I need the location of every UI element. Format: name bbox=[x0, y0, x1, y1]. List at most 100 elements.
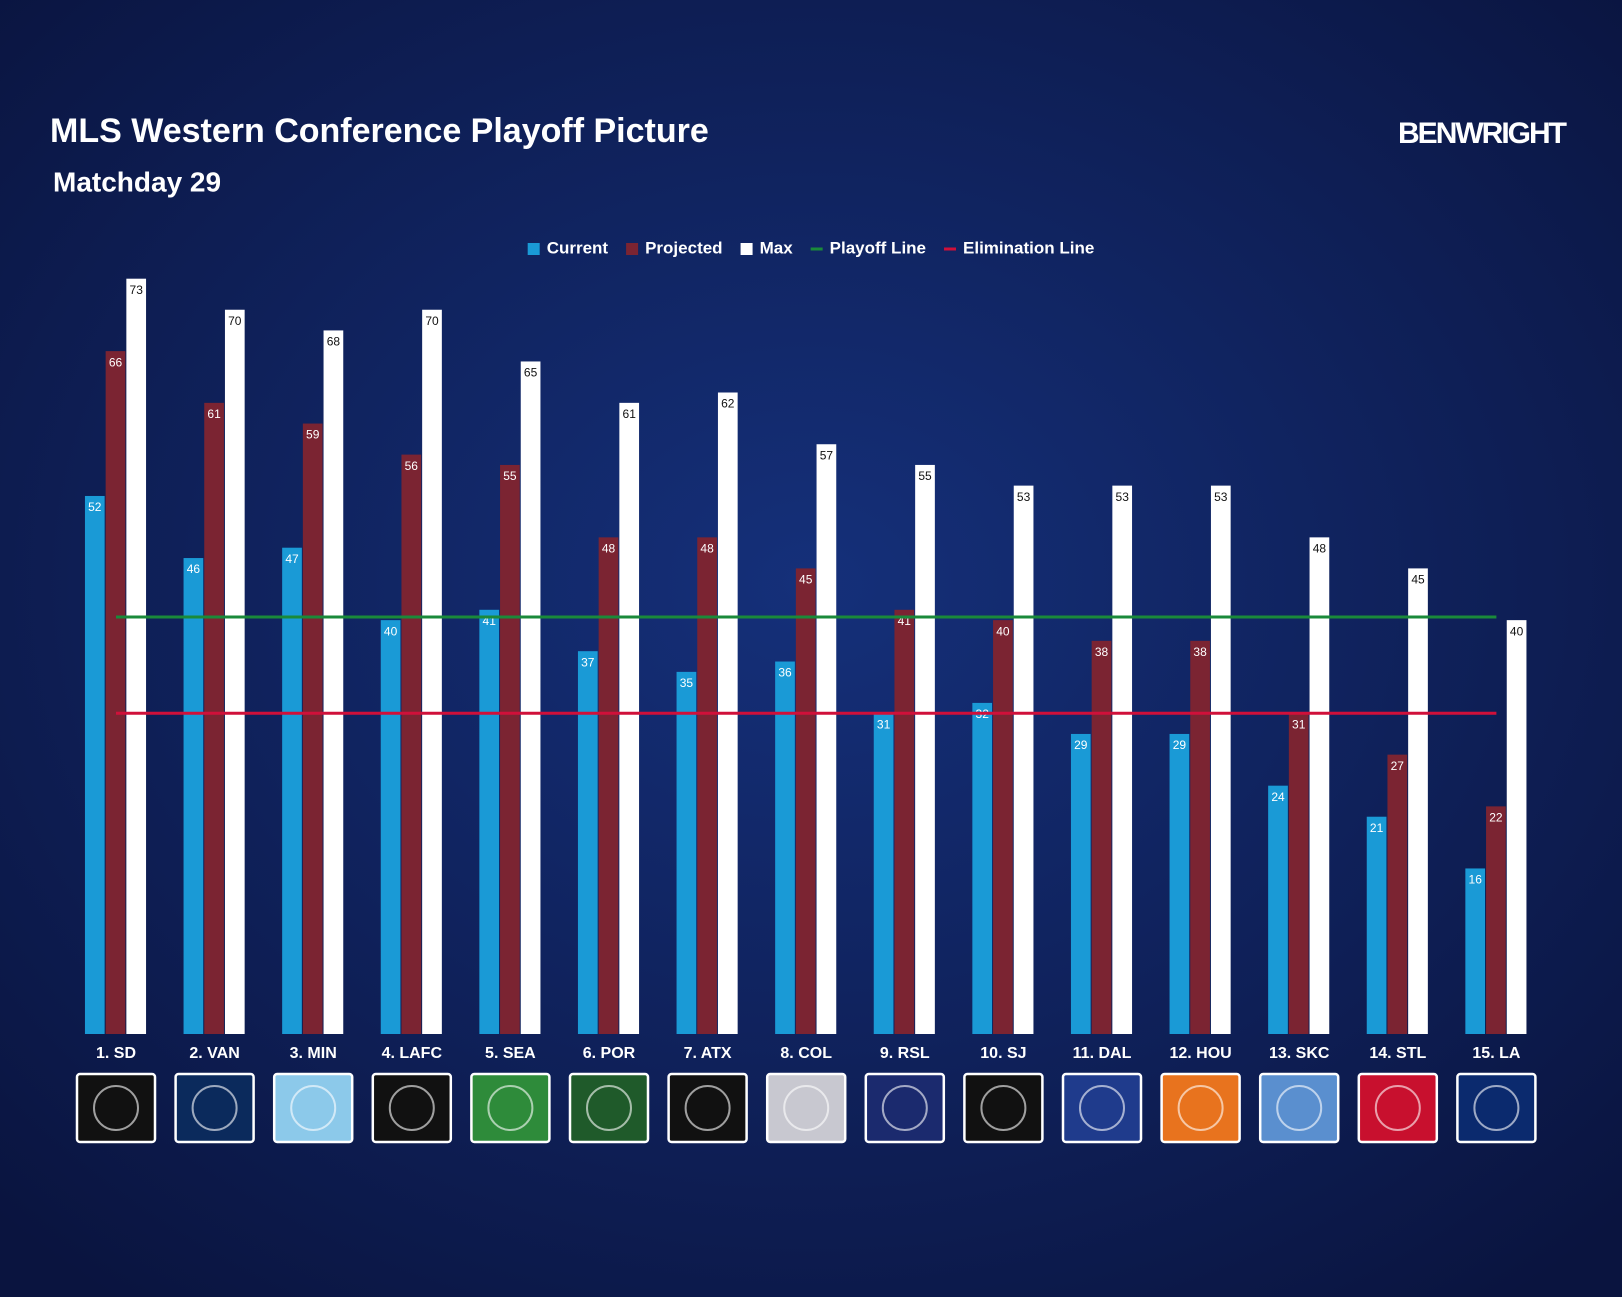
legend-swatch bbox=[944, 247, 957, 251]
bar bbox=[500, 464, 520, 1034]
value-label: 45 bbox=[1411, 573, 1425, 587]
bar bbox=[84, 495, 105, 1034]
value-label: 53 bbox=[1116, 490, 1130, 504]
x-tick-label: 11. DAL bbox=[1073, 1045, 1132, 1062]
bar bbox=[105, 351, 126, 1034]
legend: Current Projected Max Playoff Line Eliminati… bbox=[527, 238, 1094, 257]
value-label: 37 bbox=[581, 655, 595, 669]
value-label: 68 bbox=[327, 335, 341, 349]
value-label: 27 bbox=[1391, 759, 1405, 773]
team-logo-emblem bbox=[684, 1085, 731, 1131]
team-logo bbox=[75, 1072, 157, 1144]
value-label: 73 bbox=[130, 283, 144, 297]
team-logo-emblem bbox=[1276, 1085, 1323, 1131]
legend-label: Elimination Line bbox=[963, 238, 1094, 257]
team-logo-emblem bbox=[191, 1085, 238, 1131]
chart-subtitle: Matchday 29 bbox=[53, 166, 221, 197]
team-logo-emblem bbox=[1079, 1085, 1125, 1131]
value-label: 29 bbox=[1173, 738, 1187, 752]
bar bbox=[422, 309, 442, 1034]
team-logo-emblem bbox=[586, 1085, 632, 1131]
bar bbox=[1408, 568, 1428, 1034]
legend-label: Projected bbox=[645, 238, 722, 257]
team-logo bbox=[1357, 1072, 1439, 1144]
legend-swatch bbox=[626, 243, 639, 255]
bar bbox=[577, 651, 598, 1034]
bar bbox=[1091, 640, 1112, 1034]
value-label: 16 bbox=[1469, 873, 1483, 887]
bar bbox=[204, 402, 224, 1034]
value-label: 48 bbox=[700, 542, 714, 556]
bar bbox=[598, 537, 619, 1034]
value-label: 70 bbox=[425, 314, 439, 328]
team-logo bbox=[371, 1072, 453, 1144]
legend-label: Max bbox=[760, 238, 794, 257]
chart-title: MLS Western Conference Playoff Picture bbox=[50, 112, 709, 150]
bar bbox=[915, 464, 935, 1034]
value-label: 40 bbox=[996, 624, 1010, 638]
bar bbox=[401, 454, 422, 1034]
value-label: 62 bbox=[721, 397, 735, 411]
bar bbox=[795, 568, 816, 1034]
bar bbox=[1268, 785, 1288, 1034]
bar bbox=[1070, 733, 1091, 1034]
bar bbox=[323, 330, 344, 1035]
x-tick-label: 15. LA bbox=[1472, 1045, 1520, 1062]
team-logo bbox=[963, 1072, 1044, 1144]
team-logo bbox=[1160, 1072, 1241, 1144]
value-label: 59 bbox=[306, 428, 320, 442]
value-label: 66 bbox=[109, 355, 123, 369]
value-label: 53 bbox=[1214, 490, 1228, 504]
bar bbox=[479, 609, 500, 1034]
value-label: 38 bbox=[1095, 645, 1109, 659]
value-label: 31 bbox=[1292, 717, 1306, 731]
bar bbox=[894, 609, 915, 1034]
value-label: 31 bbox=[877, 717, 891, 731]
value-label: 55 bbox=[503, 469, 517, 483]
bar bbox=[224, 309, 245, 1034]
x-tick-label: 1. SD bbox=[96, 1045, 136, 1062]
team-logo-emblem bbox=[290, 1085, 337, 1131]
legend-swatch bbox=[527, 243, 540, 255]
team-logo-emblem bbox=[881, 1085, 928, 1131]
value-label: 52 bbox=[88, 500, 102, 514]
team-logo bbox=[864, 1072, 946, 1144]
value-label: 57 bbox=[820, 448, 834, 462]
value-label: 45 bbox=[799, 573, 813, 587]
value-label: 48 bbox=[602, 542, 616, 556]
team-logo bbox=[272, 1072, 354, 1144]
bar bbox=[1309, 537, 1330, 1034]
team-logo-emblem bbox=[388, 1085, 435, 1131]
team-logo bbox=[1258, 1072, 1340, 1144]
x-tick-label: 13. SKC bbox=[1269, 1045, 1330, 1062]
team-logo bbox=[765, 1072, 847, 1144]
team-logo-emblem bbox=[1374, 1085, 1421, 1131]
bar bbox=[1112, 485, 1133, 1034]
value-label: 24 bbox=[1271, 790, 1285, 804]
value-label: 40 bbox=[384, 624, 398, 638]
legend-swatch bbox=[740, 243, 753, 255]
bar bbox=[126, 278, 147, 1034]
bar bbox=[697, 537, 717, 1034]
team-logo-emblem bbox=[783, 1085, 830, 1131]
team-logo bbox=[1456, 1072, 1537, 1144]
bar bbox=[183, 558, 204, 1034]
value-label: 48 bbox=[1313, 542, 1327, 556]
team-logo bbox=[470, 1072, 551, 1144]
x-tick-label: 7. ATX bbox=[684, 1045, 732, 1062]
value-label: 65 bbox=[524, 366, 538, 380]
team-logo bbox=[568, 1072, 650, 1144]
team-logo-emblem bbox=[93, 1085, 139, 1131]
value-label: 40 bbox=[1510, 624, 1524, 638]
team-logo-emblem bbox=[980, 1085, 1027, 1131]
x-tick-label: 2. VAN bbox=[189, 1045, 239, 1062]
brand: BENWRIGHT bbox=[1398, 117, 1567, 150]
value-label: 53 bbox=[1017, 490, 1031, 504]
x-tick-label: 10. SJ bbox=[980, 1045, 1026, 1062]
value-label: 61 bbox=[623, 407, 637, 421]
bar bbox=[282, 547, 302, 1034]
bar bbox=[993, 620, 1013, 1034]
bar bbox=[1210, 485, 1231, 1034]
team-logo bbox=[1061, 1072, 1143, 1144]
